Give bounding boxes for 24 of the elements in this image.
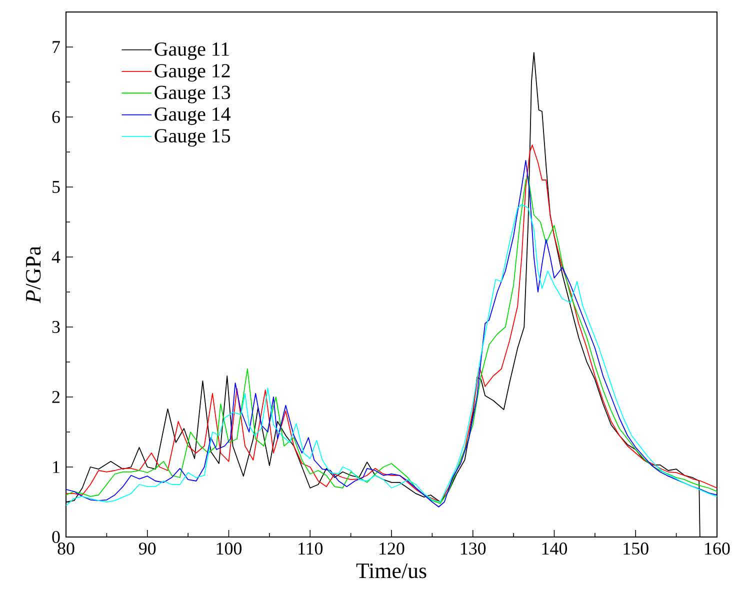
y-tick-label: 4 [52,251,60,263]
y-tick-label: 1 [53,461,60,473]
x-tick-label: 120 [380,542,404,555]
legend-label: Gauge 12 [154,64,230,82]
y-tick-label: 7 [52,41,60,53]
x-tick-label: 130 [461,542,486,555]
x-tick-label: 160 [705,542,730,555]
x-tick-label: 90 [138,542,156,555]
x-tick-label: 140 [542,542,568,555]
legend-label: Gauge 15 [154,129,230,147]
legend-label: Gauge 11 [154,42,229,60]
y-tick-label: 5 [52,181,60,193]
y-axis-title: P/GPa [26,246,41,304]
y-tick-label: 0 [52,530,60,544]
x-tick-label: 150 [624,542,648,555]
y-tick-label: 2 [52,391,60,403]
x-tick-label: 100 [216,542,242,555]
legend-label: Gauge 13 [154,86,230,104]
legend-label: Gauge 14 [154,107,231,125]
y-tick-label: 6 [52,110,60,124]
x-tick-label: 80 [58,542,74,555]
y-tick-label: 3 [52,320,60,334]
x-tick-label: 110 [298,542,323,555]
x-axis-title: Time/us [356,563,426,578]
